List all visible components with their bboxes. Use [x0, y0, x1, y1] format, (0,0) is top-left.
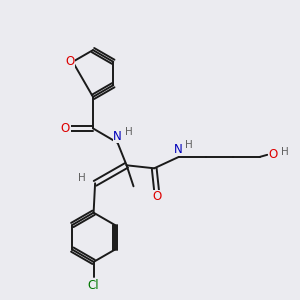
- Text: H: H: [125, 127, 133, 137]
- Text: O: O: [152, 190, 161, 203]
- Text: H: H: [78, 173, 86, 183]
- Text: H: H: [281, 147, 289, 158]
- Text: O: O: [268, 148, 278, 161]
- Text: Cl: Cl: [88, 279, 99, 292]
- Text: H: H: [184, 140, 192, 151]
- Text: N: N: [174, 143, 183, 156]
- Text: O: O: [65, 55, 74, 68]
- Text: O: O: [61, 122, 70, 135]
- Text: N: N: [113, 130, 122, 143]
